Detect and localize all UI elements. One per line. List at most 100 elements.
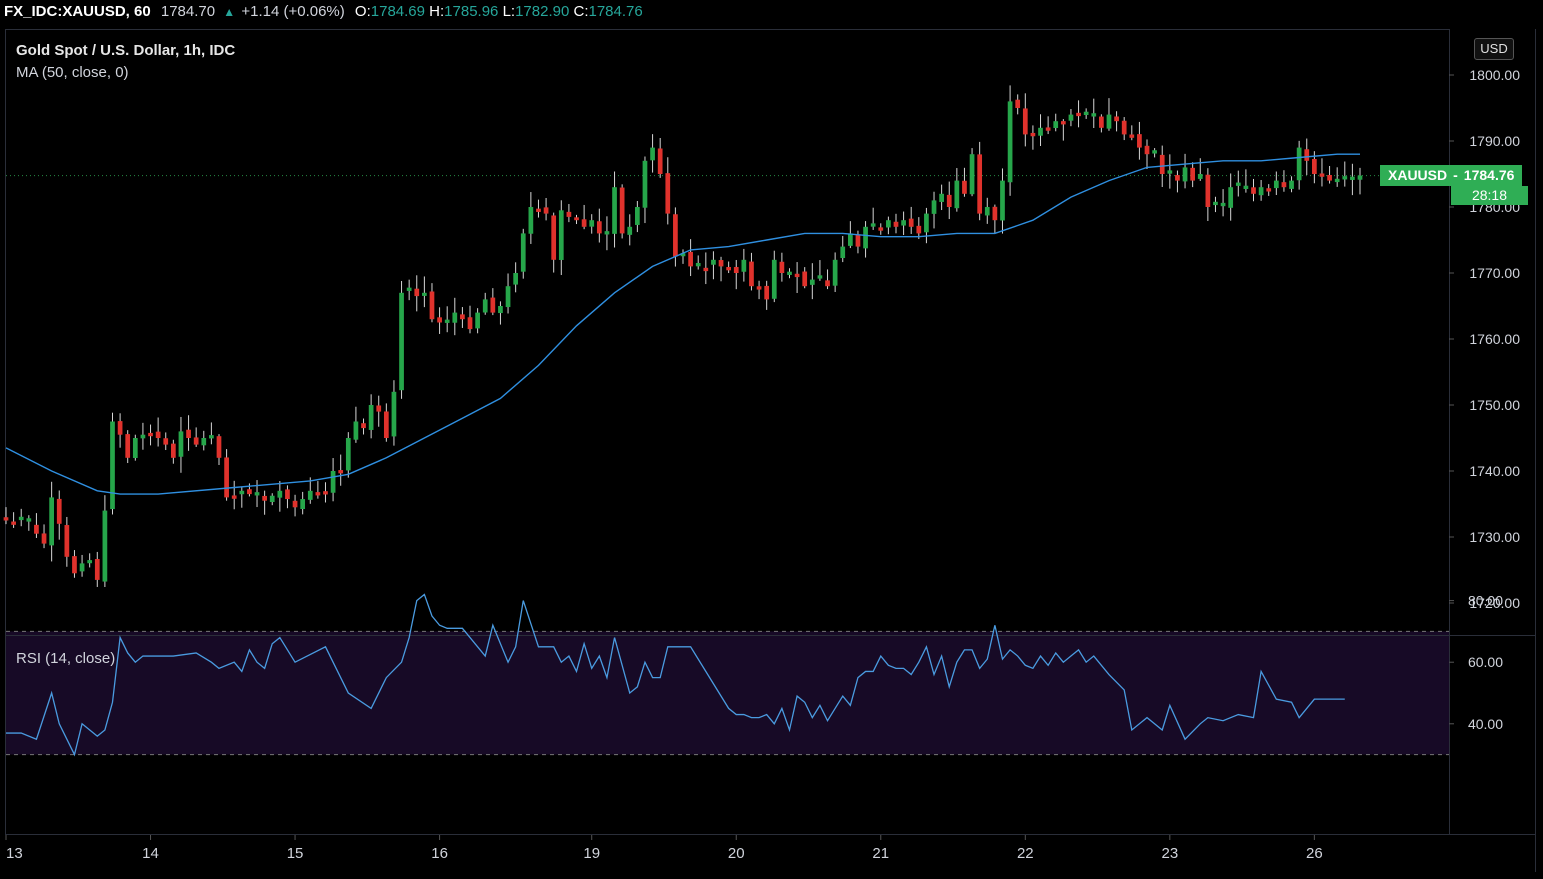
- bullish-candle: [642, 156, 648, 224]
- candle-body: [650, 147, 655, 161]
- candle-body: [94, 559, 100, 580]
- candle-body: [1091, 113, 1097, 117]
- bullish-candle: [49, 481, 54, 562]
- candle-body: [79, 563, 85, 572]
- bearish-candle: [543, 198, 549, 221]
- bearish-candle: [1190, 162, 1196, 188]
- time-tick-label: 15: [287, 845, 304, 862]
- bullish-candle: [558, 200, 564, 276]
- bullish-candle: [132, 434, 138, 461]
- rsi-tick-label: 40.00: [1468, 716, 1503, 732]
- bearish-candle: [977, 141, 983, 221]
- candle-body: [148, 432, 153, 437]
- bullish-candle: [1038, 114, 1043, 147]
- bullish-candle: [399, 280, 404, 399]
- candle-body: [908, 218, 914, 227]
- bullish-candle: [444, 306, 450, 333]
- candle-body: [596, 221, 602, 234]
- bullish-candle: [1342, 161, 1348, 187]
- candle-body: [946, 194, 952, 207]
- rsi-legend[interactable]: RSI (14, close): [16, 650, 116, 667]
- candle-body: [1022, 108, 1028, 135]
- bullish-candle: [140, 422, 146, 450]
- bearish-candle: [794, 262, 800, 294]
- candle-body: [414, 288, 420, 297]
- candle-body: [543, 207, 549, 214]
- bearish-candle: [718, 256, 724, 282]
- bearish-candle: [764, 280, 770, 310]
- bearish-candle: [1319, 158, 1325, 187]
- candle-body: [726, 267, 731, 271]
- candle-body: [756, 286, 762, 290]
- currency-badge[interactable]: USD: [1474, 38, 1514, 60]
- candle-body: [863, 226, 868, 249]
- bearish-candle: [581, 204, 587, 230]
- bullish-candle: [307, 477, 313, 504]
- bearish-candle: [1137, 121, 1142, 160]
- bearish-candle: [946, 181, 952, 220]
- candle-body: [26, 518, 32, 522]
- price-tick-label: 1760.00: [1469, 331, 1520, 347]
- candle-body: [1327, 174, 1332, 181]
- candle-body: [1281, 182, 1287, 188]
- close-label: C:: [573, 3, 589, 20]
- bullish-candle: [680, 249, 686, 264]
- ma-legend[interactable]: MA (50, close, 0): [16, 64, 129, 81]
- candle-body: [102, 510, 108, 582]
- bearish-candle: [749, 252, 754, 291]
- bullish-candle: [368, 394, 374, 439]
- candle-body: [1007, 101, 1013, 183]
- bearish-candle: [361, 418, 366, 435]
- bearish-candle: [825, 269, 830, 290]
- chart-title[interactable]: Gold Spot / U.S. Dollar, 1h, IDC: [16, 42, 236, 59]
- candle-body: [1167, 170, 1173, 174]
- bearish-candle: [94, 551, 100, 587]
- candle-body: [170, 443, 176, 458]
- candle-body: [969, 154, 975, 195]
- bearish-candle: [703, 252, 709, 285]
- close-value: 1784.76: [588, 3, 643, 20]
- price-tick-label: 1800.00: [1469, 67, 1520, 83]
- bullish-candle: [931, 191, 937, 229]
- candle-body: [467, 317, 473, 330]
- candle-body: [482, 299, 488, 313]
- candle-body: [49, 497, 54, 546]
- candle-body: [1038, 127, 1043, 136]
- bullish-candle: [505, 273, 511, 314]
- bearish-candle: [186, 415, 191, 451]
- candle-body: [140, 434, 146, 439]
- bullish-candle: [1334, 167, 1340, 187]
- bearish-candle: [231, 480, 237, 510]
- candle-body: [201, 438, 207, 446]
- bullish-candle: [406, 279, 412, 301]
- candle-body: [247, 489, 252, 495]
- candle-body: [186, 429, 191, 438]
- candle-body: [984, 207, 990, 216]
- candle-body: [330, 471, 336, 493]
- bullish-candle: [1350, 163, 1355, 196]
- bearish-candle: [1327, 166, 1332, 184]
- candle-body: [338, 470, 344, 474]
- bullish-candle: [627, 214, 633, 246]
- candle-body: [460, 314, 465, 320]
- bullish-candle: [498, 301, 503, 325]
- symbol-name[interactable]: FX_IDC:XAUUSD, 60: [4, 3, 151, 20]
- bullish-candle: [771, 250, 777, 303]
- bullish-candle: [817, 260, 823, 281]
- bearish-candle: [148, 424, 153, 446]
- candle-body: [635, 207, 640, 225]
- bearish-candle: [1114, 111, 1119, 132]
- candle-body: [1205, 174, 1211, 207]
- bullish-candle: [604, 216, 610, 251]
- bullish-candle: [1273, 171, 1279, 196]
- candle-body: [1342, 176, 1348, 180]
- candle-body: [292, 500, 298, 508]
- bullish-candle: [209, 422, 214, 445]
- bearish-candle: [665, 157, 671, 225]
- ma-line: [5, 153, 1360, 495]
- candle-body: [216, 436, 222, 458]
- bullish-candle: [1228, 173, 1234, 221]
- bullish-candle: [1289, 176, 1294, 193]
- bullish-candle: [1296, 140, 1302, 190]
